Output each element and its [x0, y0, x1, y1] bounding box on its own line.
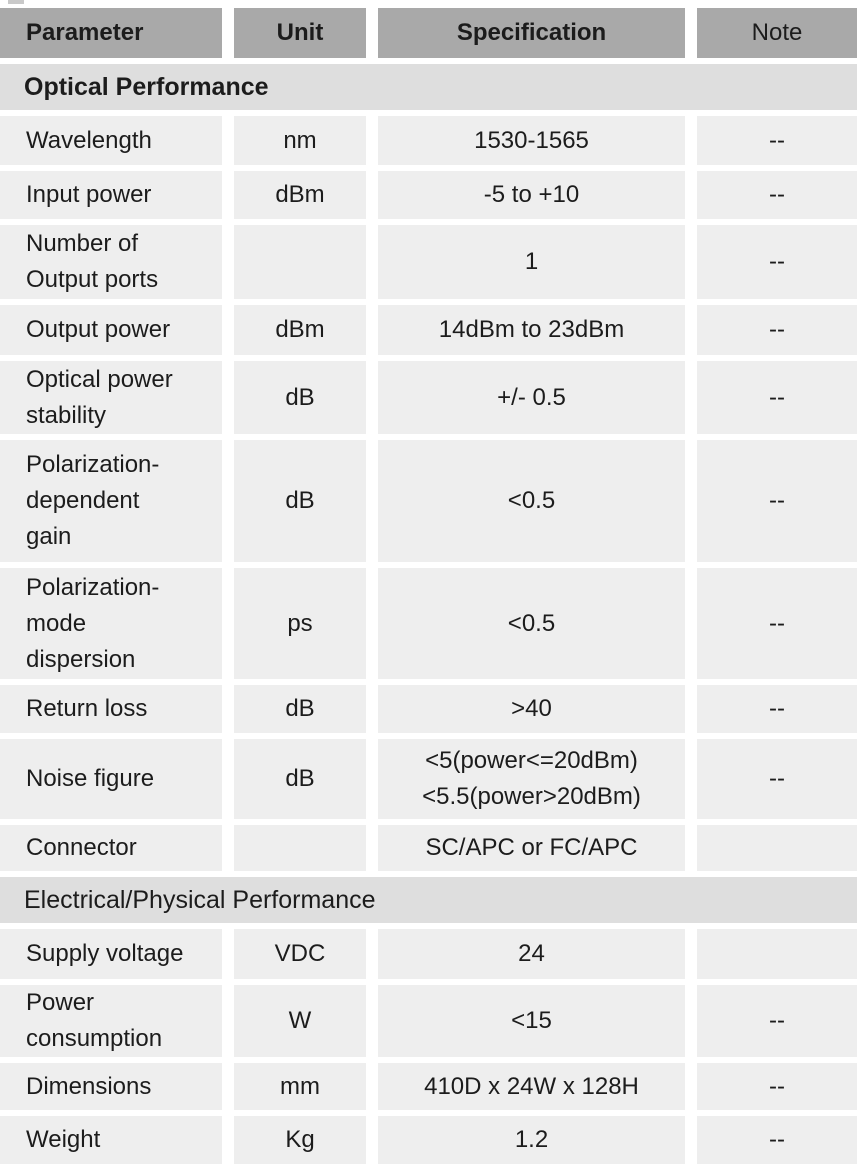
table-row: Polarization- mode dispersion ps <0.5 -- — [0, 568, 857, 679]
column-header-specification: Specification — [378, 8, 685, 58]
param-cell: Supply voltage — [0, 929, 222, 979]
note-cell: -- — [697, 685, 857, 733]
param-cell: Polarization- mode dispersion — [0, 568, 222, 679]
note-cell: -- — [697, 1063, 857, 1110]
spec-cell: 1 — [378, 225, 685, 299]
unit-cell — [234, 825, 366, 871]
param-cell: Optical power stability — [0, 361, 222, 434]
spec-table: Parameter Unit Specification Note Optica… — [0, 8, 857, 1164]
note-cell: -- — [697, 985, 857, 1057]
note-cell: -- — [697, 361, 857, 434]
table-row: Weight Kg 1.2 -- — [0, 1116, 857, 1164]
section-title-electrical: Electrical/Physical Performance — [0, 877, 857, 923]
unit-cell: nm — [234, 116, 366, 165]
spec-cell: +/- 0.5 — [378, 361, 685, 434]
unit-cell: dB — [234, 361, 366, 434]
table-row: Supply voltage VDC 24 — [0, 929, 857, 979]
spec-cell: <0.5 — [378, 440, 685, 562]
spec-cell: SC/APC or FC/APC — [378, 825, 685, 871]
note-cell: -- — [697, 225, 857, 299]
unit-cell: dB — [234, 739, 366, 819]
param-cell: Polarization- dependent gain — [0, 440, 222, 562]
spec-cell: <0.5 — [378, 568, 685, 679]
spec-cell: >40 — [378, 685, 685, 733]
param-cell: Connector — [0, 825, 222, 871]
unit-cell — [234, 225, 366, 299]
note-cell: -- — [697, 1116, 857, 1164]
spec-cell: <15 — [378, 985, 685, 1057]
note-cell: -- — [697, 116, 857, 165]
param-cell: Return loss — [0, 685, 222, 733]
cropped-text-artifact — [8, 0, 24, 4]
param-cell: Number of Output ports — [0, 225, 222, 299]
note-cell: -- — [697, 568, 857, 679]
table-row: Connector SC/APC or FC/APC — [0, 825, 857, 871]
table-row: Polarization- dependent gain dB <0.5 -- — [0, 440, 857, 562]
note-cell: -- — [697, 171, 857, 219]
table-row: Power consumption W <15 -- — [0, 985, 857, 1057]
spec-cell: <5(power<=20dBm) <5.5(power>20dBm) — [378, 739, 685, 819]
note-cell: -- — [697, 739, 857, 819]
unit-cell: W — [234, 985, 366, 1057]
spec-cell: 14dBm to 23dBm — [378, 305, 685, 355]
table-row: Return loss dB >40 -- — [0, 685, 857, 733]
note-cell: -- — [697, 305, 857, 355]
spec-cell: -5 to +10 — [378, 171, 685, 219]
param-cell: Noise figure — [0, 739, 222, 819]
table-row: Optical power stability dB +/- 0.5 -- — [0, 361, 857, 434]
unit-cell: VDC — [234, 929, 366, 979]
spec-cell: 24 — [378, 929, 685, 979]
note-cell — [697, 929, 857, 979]
table-row: Number of Output ports 1 -- — [0, 225, 857, 299]
param-cell: Dimensions — [0, 1063, 222, 1110]
unit-cell: ps — [234, 568, 366, 679]
spec-cell: 410D x 24W x 128H — [378, 1063, 685, 1110]
note-cell: -- — [697, 440, 857, 562]
unit-cell: dBm — [234, 305, 366, 355]
column-header-note: Note — [697, 8, 857, 58]
table-row: Wavelength nm 1530-1565 -- — [0, 116, 857, 165]
note-cell — [697, 825, 857, 871]
table-row: Output power dBm 14dBm to 23dBm -- — [0, 305, 857, 355]
param-cell: Output power — [0, 305, 222, 355]
section-row-electrical: Electrical/Physical Performance — [0, 877, 857, 923]
unit-cell: dB — [234, 440, 366, 562]
table-header-row: Parameter Unit Specification Note — [0, 8, 857, 58]
table-row: Dimensions mm 410D x 24W x 128H -- — [0, 1063, 857, 1110]
column-header-parameter: Parameter — [0, 8, 222, 58]
unit-cell: mm — [234, 1063, 366, 1110]
param-cell: Input power — [0, 171, 222, 219]
param-cell: Power consumption — [0, 985, 222, 1057]
param-cell: Weight — [0, 1116, 222, 1164]
param-cell: Wavelength — [0, 116, 222, 165]
section-title-optical: Optical Performance — [0, 64, 857, 110]
unit-cell: dB — [234, 685, 366, 733]
unit-cell: dBm — [234, 171, 366, 219]
section-row-optical: Optical Performance — [0, 64, 857, 110]
column-header-unit: Unit — [234, 8, 366, 58]
spec-cell: 1.2 — [378, 1116, 685, 1164]
table-row: Noise figure dB <5(power<=20dBm) <5.5(po… — [0, 739, 857, 819]
table-row: Input power dBm -5 to +10 -- — [0, 171, 857, 219]
spec-cell: 1530-1565 — [378, 116, 685, 165]
unit-cell: Kg — [234, 1116, 366, 1164]
